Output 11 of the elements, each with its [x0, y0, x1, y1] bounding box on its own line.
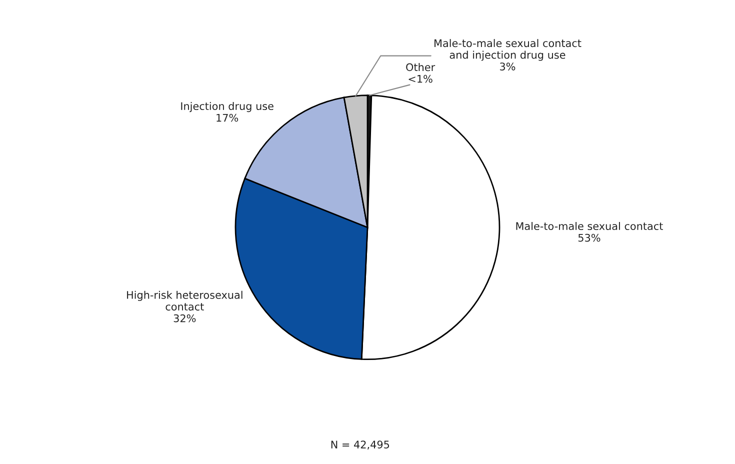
slice-label: Male-to-male sexual contact — [516, 222, 663, 230]
data-label: 53% — [578, 234, 600, 242]
data-label: <1% — [408, 74, 432, 83]
data-label: 3% — [500, 62, 516, 70]
slice-label: Other — [406, 63, 436, 72]
data-label: 17% — [216, 114, 238, 122]
slice-label: High-risk heterosexual contact — [127, 290, 242, 311]
slice-label: Male-to-male sexual contact and injection drug use — [434, 39, 582, 61]
data-label: 32% — [174, 314, 196, 322]
slice-label: Injection drug use — [181, 102, 274, 112]
text: N = 42,495 — [331, 440, 390, 450]
